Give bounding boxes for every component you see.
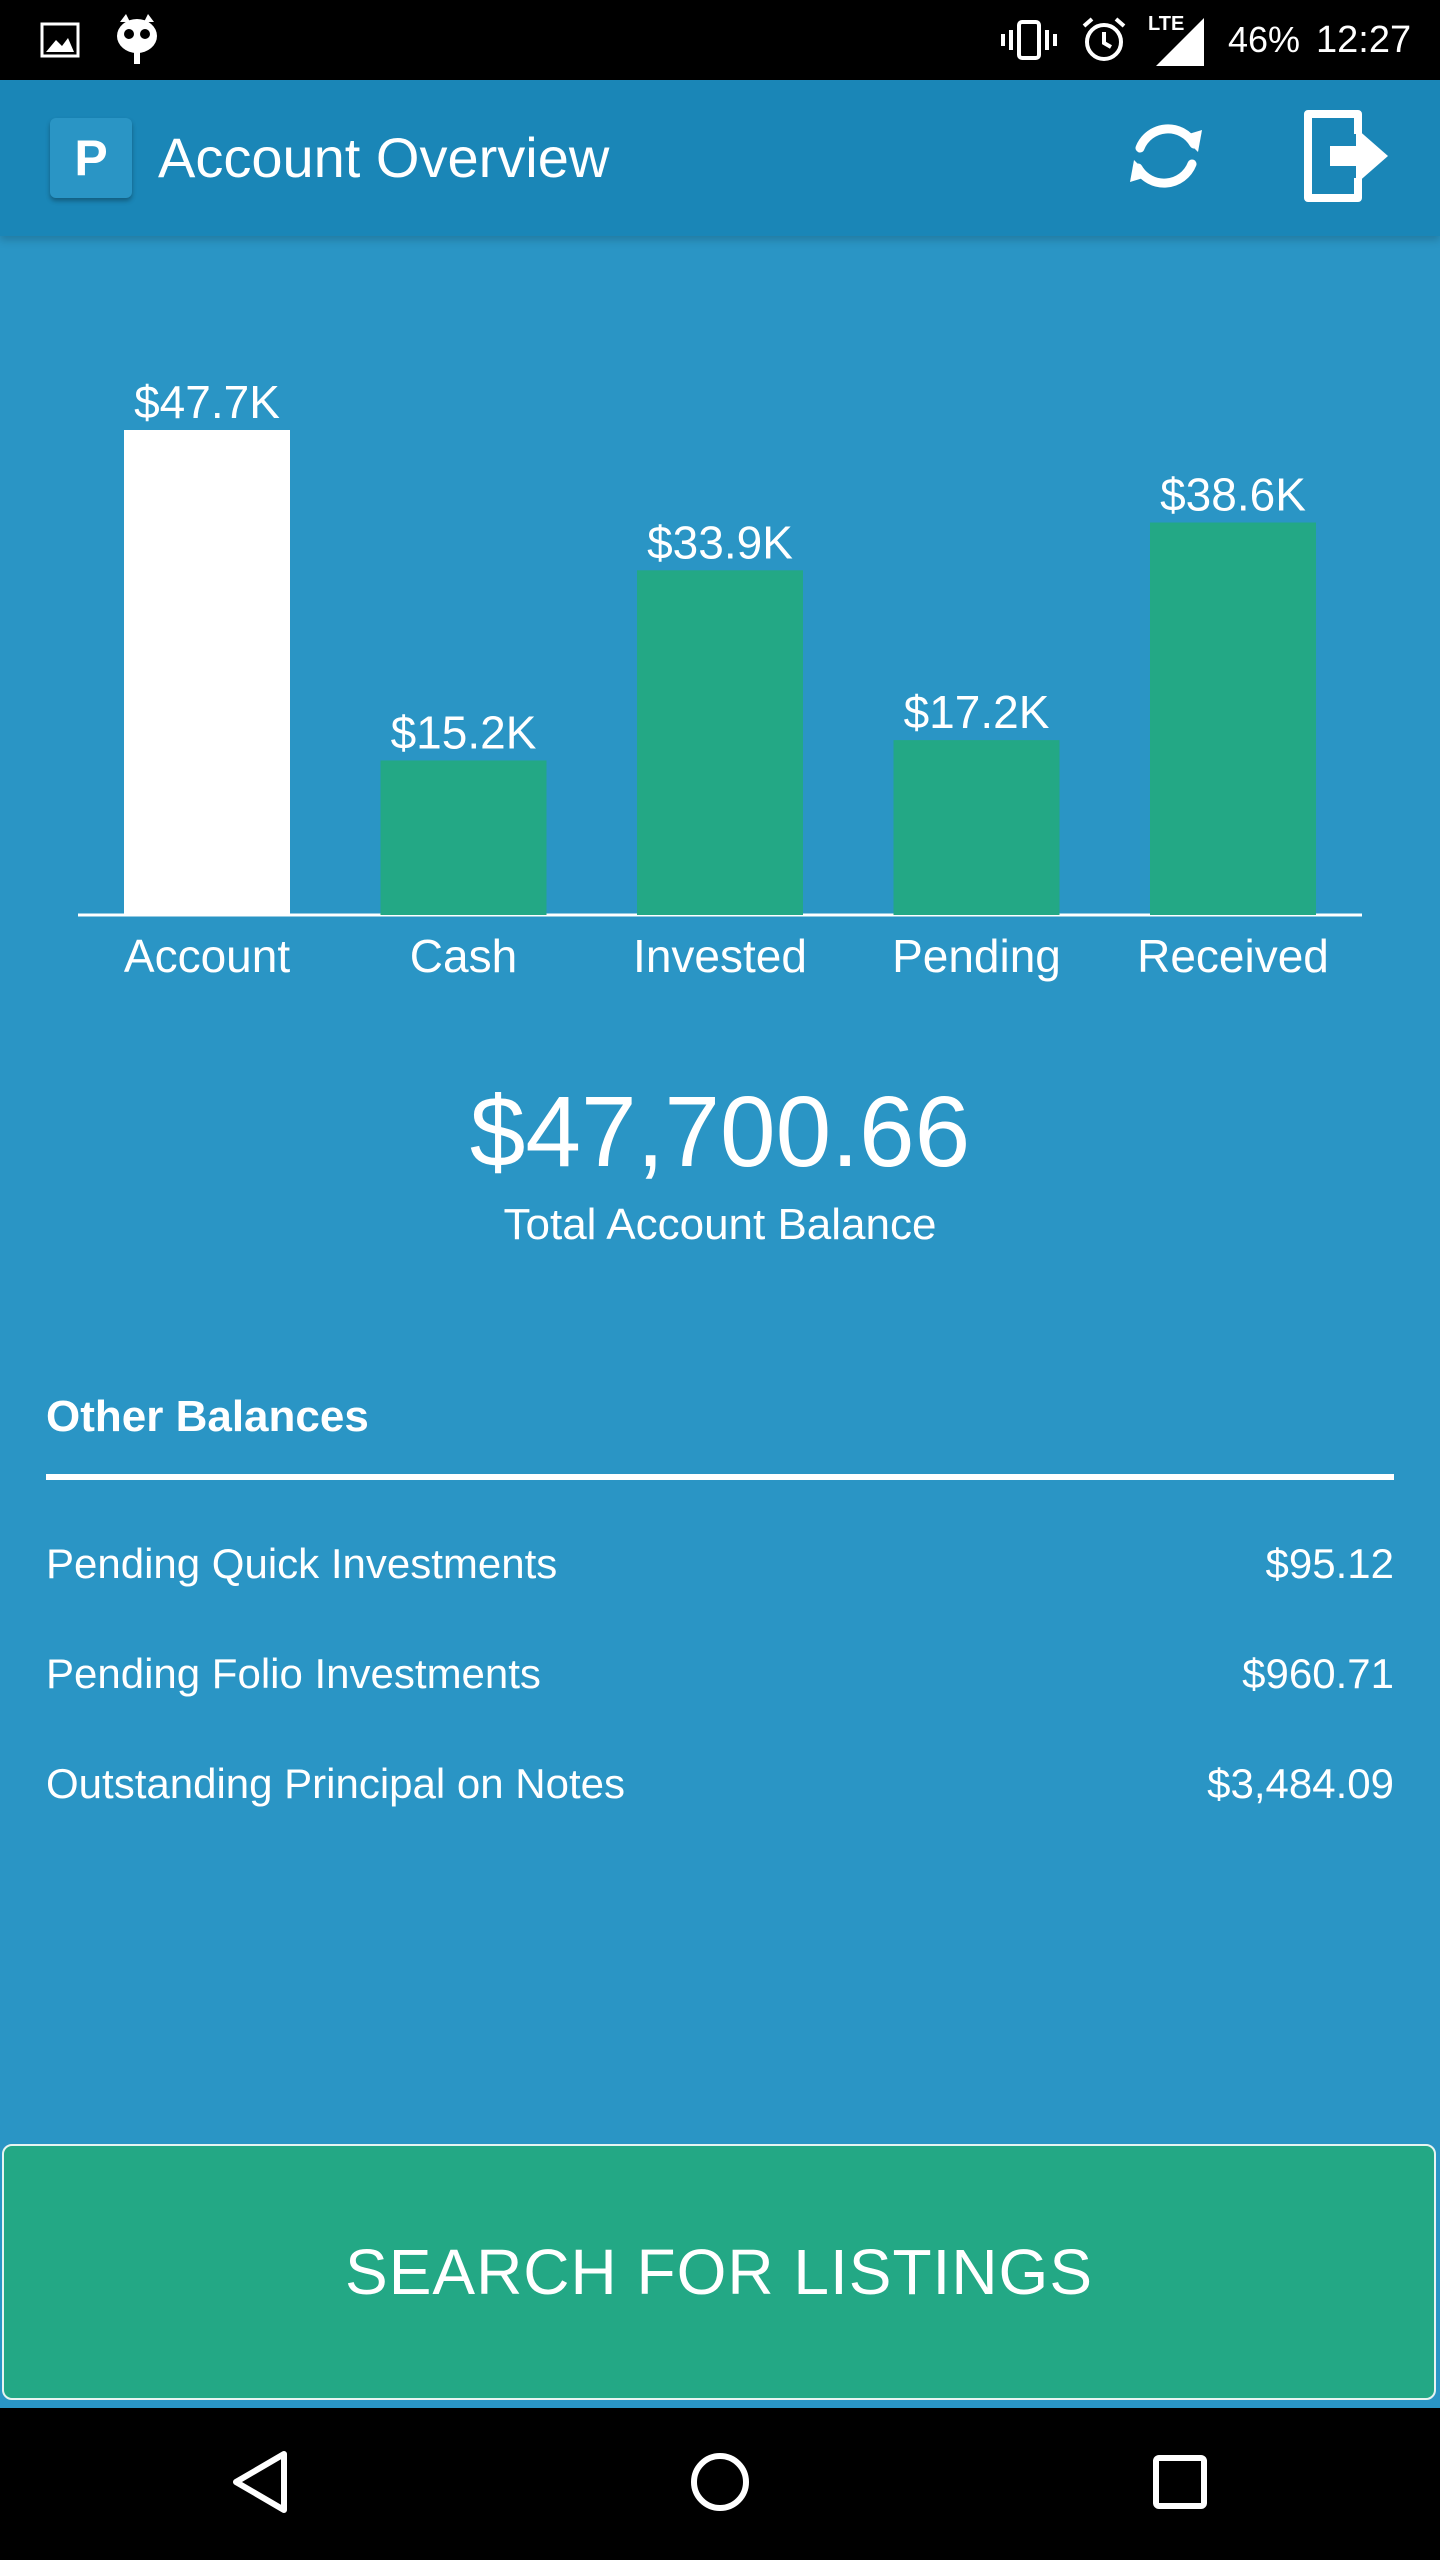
status-time: 12:27 bbox=[1316, 19, 1412, 61]
chart-bar-invested bbox=[637, 570, 803, 915]
section-divider bbox=[46, 1474, 1394, 1480]
home-circle-icon bbox=[688, 2450, 752, 2519]
alarm-icon bbox=[1078, 0, 1130, 80]
refresh-button[interactable] bbox=[1116, 108, 1216, 208]
balance-row-value: $960.71 bbox=[1242, 1650, 1394, 1697]
lte-signal-icon bbox=[1148, 0, 1206, 80]
vibrate-icon bbox=[998, 0, 1060, 80]
app-logo: P bbox=[50, 118, 132, 198]
battery-percent: 46% bbox=[1228, 19, 1301, 60]
account-bar-chart: $47.7K Account $15.2K Cash $33.9K Invested $17… bbox=[78, 376, 1362, 982]
robot-notification-icon bbox=[112, 0, 162, 80]
other-balances-title: Other Balances bbox=[46, 1392, 369, 1441]
chart-category-label: Received bbox=[1137, 930, 1329, 982]
status-bar: LTE 46% 12:27 bbox=[0, 0, 1440, 80]
balance-row: Pending Folio Investments $960.71 bbox=[46, 1644, 1394, 1704]
balance-row: Pending Quick Investments $95.12 bbox=[46, 1534, 1394, 1594]
chart-bar-account bbox=[124, 430, 290, 915]
chart-category-label: Pending bbox=[892, 930, 1061, 982]
chart-category-label: Invested bbox=[633, 930, 807, 982]
total-account-balance-amount: $47,700.66 bbox=[469, 1076, 971, 1188]
chart-category-label: Cash bbox=[410, 930, 517, 982]
chart-bar-received bbox=[1150, 522, 1316, 915]
balance-row-label: Pending Folio Investments bbox=[46, 1650, 541, 1697]
recents-square-icon bbox=[1150, 2452, 1210, 2517]
back-triangle-icon bbox=[228, 2448, 292, 2521]
balance-row: Outstanding Principal on Notes $3,484.09 bbox=[46, 1754, 1394, 1814]
logout-button[interactable] bbox=[1296, 108, 1396, 208]
balance-row-label: Outstanding Principal on Notes bbox=[46, 1760, 625, 1807]
chart-category-label: Account bbox=[124, 930, 290, 982]
page-title: Account Overview bbox=[158, 126, 610, 189]
balance-row-label: Pending Quick Investments bbox=[46, 1540, 558, 1587]
chart-value-label: $47.7K bbox=[134, 376, 280, 428]
total-account-balance-label: Total Account Balance bbox=[503, 1200, 937, 1249]
chart-bar-cash bbox=[380, 760, 547, 915]
nav-home-button[interactable] bbox=[660, 2434, 780, 2534]
balance-row-value: $95.12 bbox=[1265, 1540, 1394, 1587]
gallery-notification-icon bbox=[38, 0, 82, 80]
chart-bar-pending bbox=[893, 740, 1060, 915]
chart-value-label: $33.9K bbox=[647, 516, 793, 568]
logout-icon bbox=[1300, 104, 1392, 213]
nav-recents-button[interactable] bbox=[1120, 2434, 1240, 2534]
nav-back-button[interactable] bbox=[200, 2434, 320, 2534]
chart-value-label: $15.2K bbox=[391, 706, 537, 758]
search-for-listings-button[interactable]: SEARCH FOR LISTINGS bbox=[2, 2144, 1436, 2400]
refresh-icon bbox=[1124, 114, 1208, 203]
app-bar: P Account Overview bbox=[0, 80, 1440, 236]
chart-value-label: $38.6K bbox=[1160, 469, 1306, 521]
chart-value-label: $17.2K bbox=[904, 686, 1050, 738]
balance-row-value: $3,484.09 bbox=[1207, 1760, 1394, 1807]
system-nav-bar bbox=[0, 2408, 1440, 2560]
network-type-label: LTE bbox=[1148, 13, 1185, 35]
